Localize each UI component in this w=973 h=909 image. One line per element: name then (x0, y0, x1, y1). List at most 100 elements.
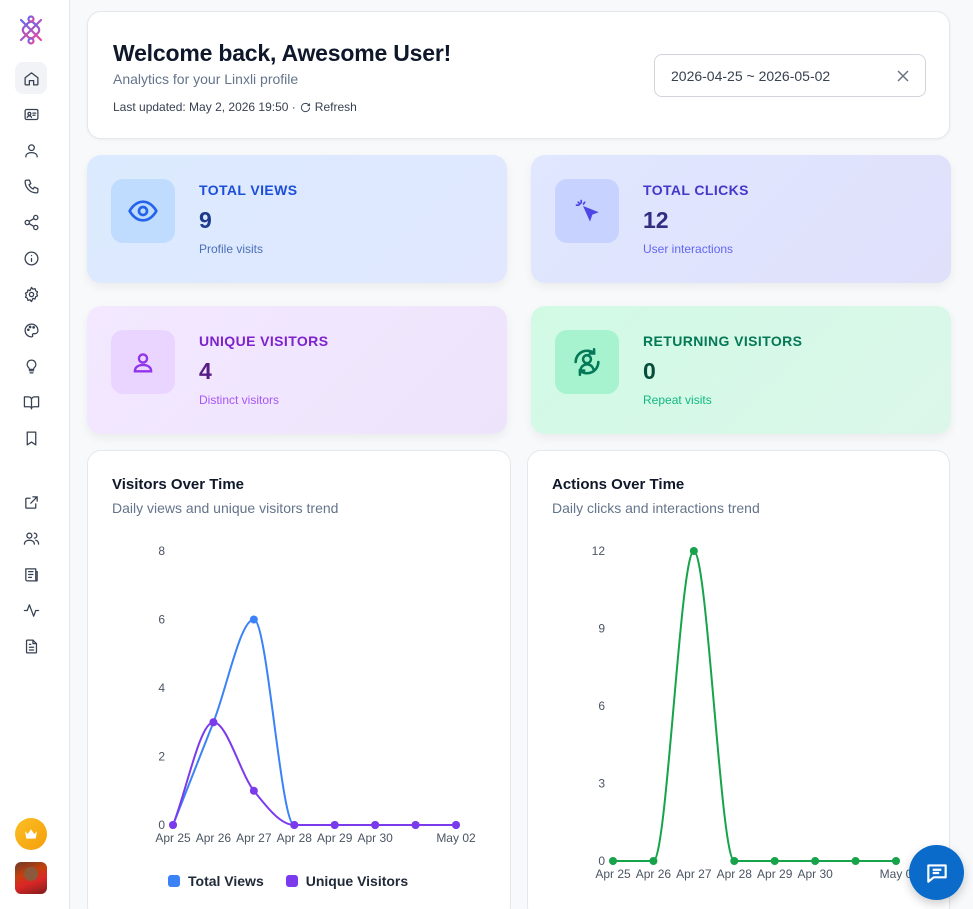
sidebar-item-newspaper[interactable] (15, 558, 47, 590)
chart-legend: Total Views Unique Visitors (168, 873, 408, 889)
sidebar-item-book-open[interactable] (15, 386, 47, 418)
data-point[interactable] (609, 857, 617, 865)
close-icon[interactable] (895, 68, 911, 84)
chart-subtitle: Daily views and unique visitors trend (112, 500, 339, 516)
sidebar-item-lightbulb[interactable] (15, 350, 47, 382)
y-tick-label: 0 (598, 854, 605, 868)
stat-card-total-clicks: TOTAL CLICKS 12 User interactions (531, 155, 951, 283)
data-point[interactable] (169, 821, 177, 829)
users-icon (23, 532, 39, 545)
x-tick-label: Apr 27 (236, 831, 272, 845)
page-subtitle: Analytics for your Linxli profile (113, 71, 299, 87)
stat-value: 4 (199, 358, 212, 384)
legend-swatch (168, 875, 180, 887)
user-icon (24, 143, 38, 158)
data-point[interactable] (851, 857, 860, 865)
data-point[interactable] (452, 821, 460, 829)
book-open-icon (23, 395, 39, 410)
legend-item-unique-visitors[interactable]: Unique Visitors (285, 873, 408, 889)
legend-label: Total Views (188, 873, 264, 889)
stat-label: UNIQUE VISITORS (199, 333, 329, 349)
refresh-icon (300, 102, 310, 112)
x-tick-label: Apr 30 (797, 867, 833, 881)
lightbulb-icon (26, 358, 36, 374)
legend-swatch (285, 875, 298, 887)
visitors-chart-card: Visitors Over Time Daily views and uniqu… (87, 450, 511, 909)
user-circle-icon (111, 330, 175, 394)
data-point[interactable] (730, 857, 739, 865)
data-point[interactable] (249, 786, 258, 795)
sidebar-item-id-card[interactable] (15, 98, 47, 130)
page-title: Welcome back, Awesome User! (113, 40, 452, 66)
sidebar-item-palette[interactable] (15, 314, 47, 346)
sidebar-item-user[interactable] (15, 134, 47, 166)
data-point[interactable] (689, 547, 698, 555)
bookmark-icon (26, 430, 36, 446)
stat-desc: Profile visits (199, 242, 264, 256)
x-tick-label: Apr 29 (317, 831, 353, 845)
sidebar-item-users[interactable] (15, 522, 47, 554)
sidebar-item-settings[interactable] (15, 278, 47, 310)
series-line (613, 549, 896, 862)
stat-value: 0 (643, 358, 656, 384)
phone-icon (23, 178, 39, 194)
legend-item-total-views[interactable]: Total Views (168, 873, 264, 889)
stat-card-returning-visitors: RETURNING VISITORS 0 Repeat visits (531, 306, 951, 434)
stat-label: TOTAL VIEWS (199, 182, 298, 198)
y-tick-label: 0 (158, 818, 165, 832)
data-point[interactable] (892, 857, 900, 865)
data-point[interactable] (290, 821, 299, 829)
x-tick-label: Apr 26 (196, 831, 232, 845)
y-tick-label: 3 (598, 777, 605, 791)
crown-icon[interactable] (15, 818, 47, 850)
y-tick-label: 6 (158, 613, 165, 627)
y-tick-label: 9 (598, 622, 605, 636)
sidebar-item-external-link[interactable] (15, 486, 47, 518)
data-point[interactable] (330, 821, 339, 829)
stat-desc: User interactions (643, 242, 734, 256)
visitors-chart: 0 2 4 6 8 Apr 25 Apr 26 Apr 27 Apr 28 Apr 29 Apr 3… (155, 544, 476, 845)
settings-icon (24, 286, 38, 302)
stat-card-unique-visitors: UNIQUE VISITORS 4 Distinct visitors (87, 306, 507, 434)
x-tick-label: Apr 27 (676, 867, 712, 881)
series-line (172, 721, 457, 826)
info-icon (23, 250, 39, 266)
date-range-picker[interactable]: 2026-04-25 ~ 2026-05-02 (654, 54, 926, 97)
sidebar (0, 0, 70, 909)
data-point[interactable] (411, 821, 420, 829)
avatar[interactable] (15, 862, 47, 894)
chat-button[interactable] (909, 845, 964, 900)
refresh-button[interactable]: Refresh (300, 100, 357, 114)
x-tick-label: Apr 28 (277, 831, 313, 845)
data-point[interactable] (811, 857, 820, 865)
actions-chart-card: Actions Over Time Daily clicks and inter… (527, 450, 950, 909)
data-point[interactable] (770, 857, 779, 865)
x-tick-label: Apr 25 (595, 867, 631, 881)
sidebar-item-activity[interactable] (15, 594, 47, 626)
sidebar-item-home[interactable] (15, 62, 47, 94)
data-point[interactable] (649, 857, 658, 865)
sidebar-item-bookmark[interactable] (15, 422, 47, 454)
data-point[interactable] (371, 821, 380, 829)
chart-title: Actions Over Time (552, 476, 685, 493)
stat-desc: Repeat visits (643, 393, 712, 407)
linxli-logo-icon[interactable] (16, 15, 46, 45)
chart-title: Visitors Over Time (112, 476, 245, 493)
sidebar-item-info[interactable] (15, 242, 47, 274)
file-text-icon (25, 638, 37, 654)
sidebar-item-file-text[interactable] (15, 630, 47, 662)
sidebar-item-phone[interactable] (15, 170, 47, 202)
sidebar-item-share[interactable] (15, 206, 47, 238)
y-tick-label: 4 (158, 681, 165, 695)
stat-label: RETURNING VISITORS (643, 333, 803, 349)
stat-label: TOTAL CLICKS (643, 182, 749, 198)
stat-desc: Distinct visitors (199, 393, 280, 407)
external-link-icon (24, 495, 38, 509)
chart-subtitle: Daily clicks and interactions trend (552, 500, 760, 516)
date-range-value: 2026-04-25 ~ 2026-05-02 (671, 67, 831, 84)
eye-icon (111, 179, 175, 243)
data-point[interactable] (209, 718, 218, 727)
x-tick-label: Apr 30 (357, 831, 393, 845)
x-tick-label: Apr 29 (757, 867, 793, 881)
data-point[interactable] (249, 615, 258, 624)
